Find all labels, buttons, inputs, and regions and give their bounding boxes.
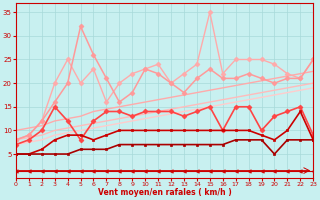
X-axis label: Vent moyen/en rafales ( km/h ): Vent moyen/en rafales ( km/h ) bbox=[98, 188, 231, 197]
